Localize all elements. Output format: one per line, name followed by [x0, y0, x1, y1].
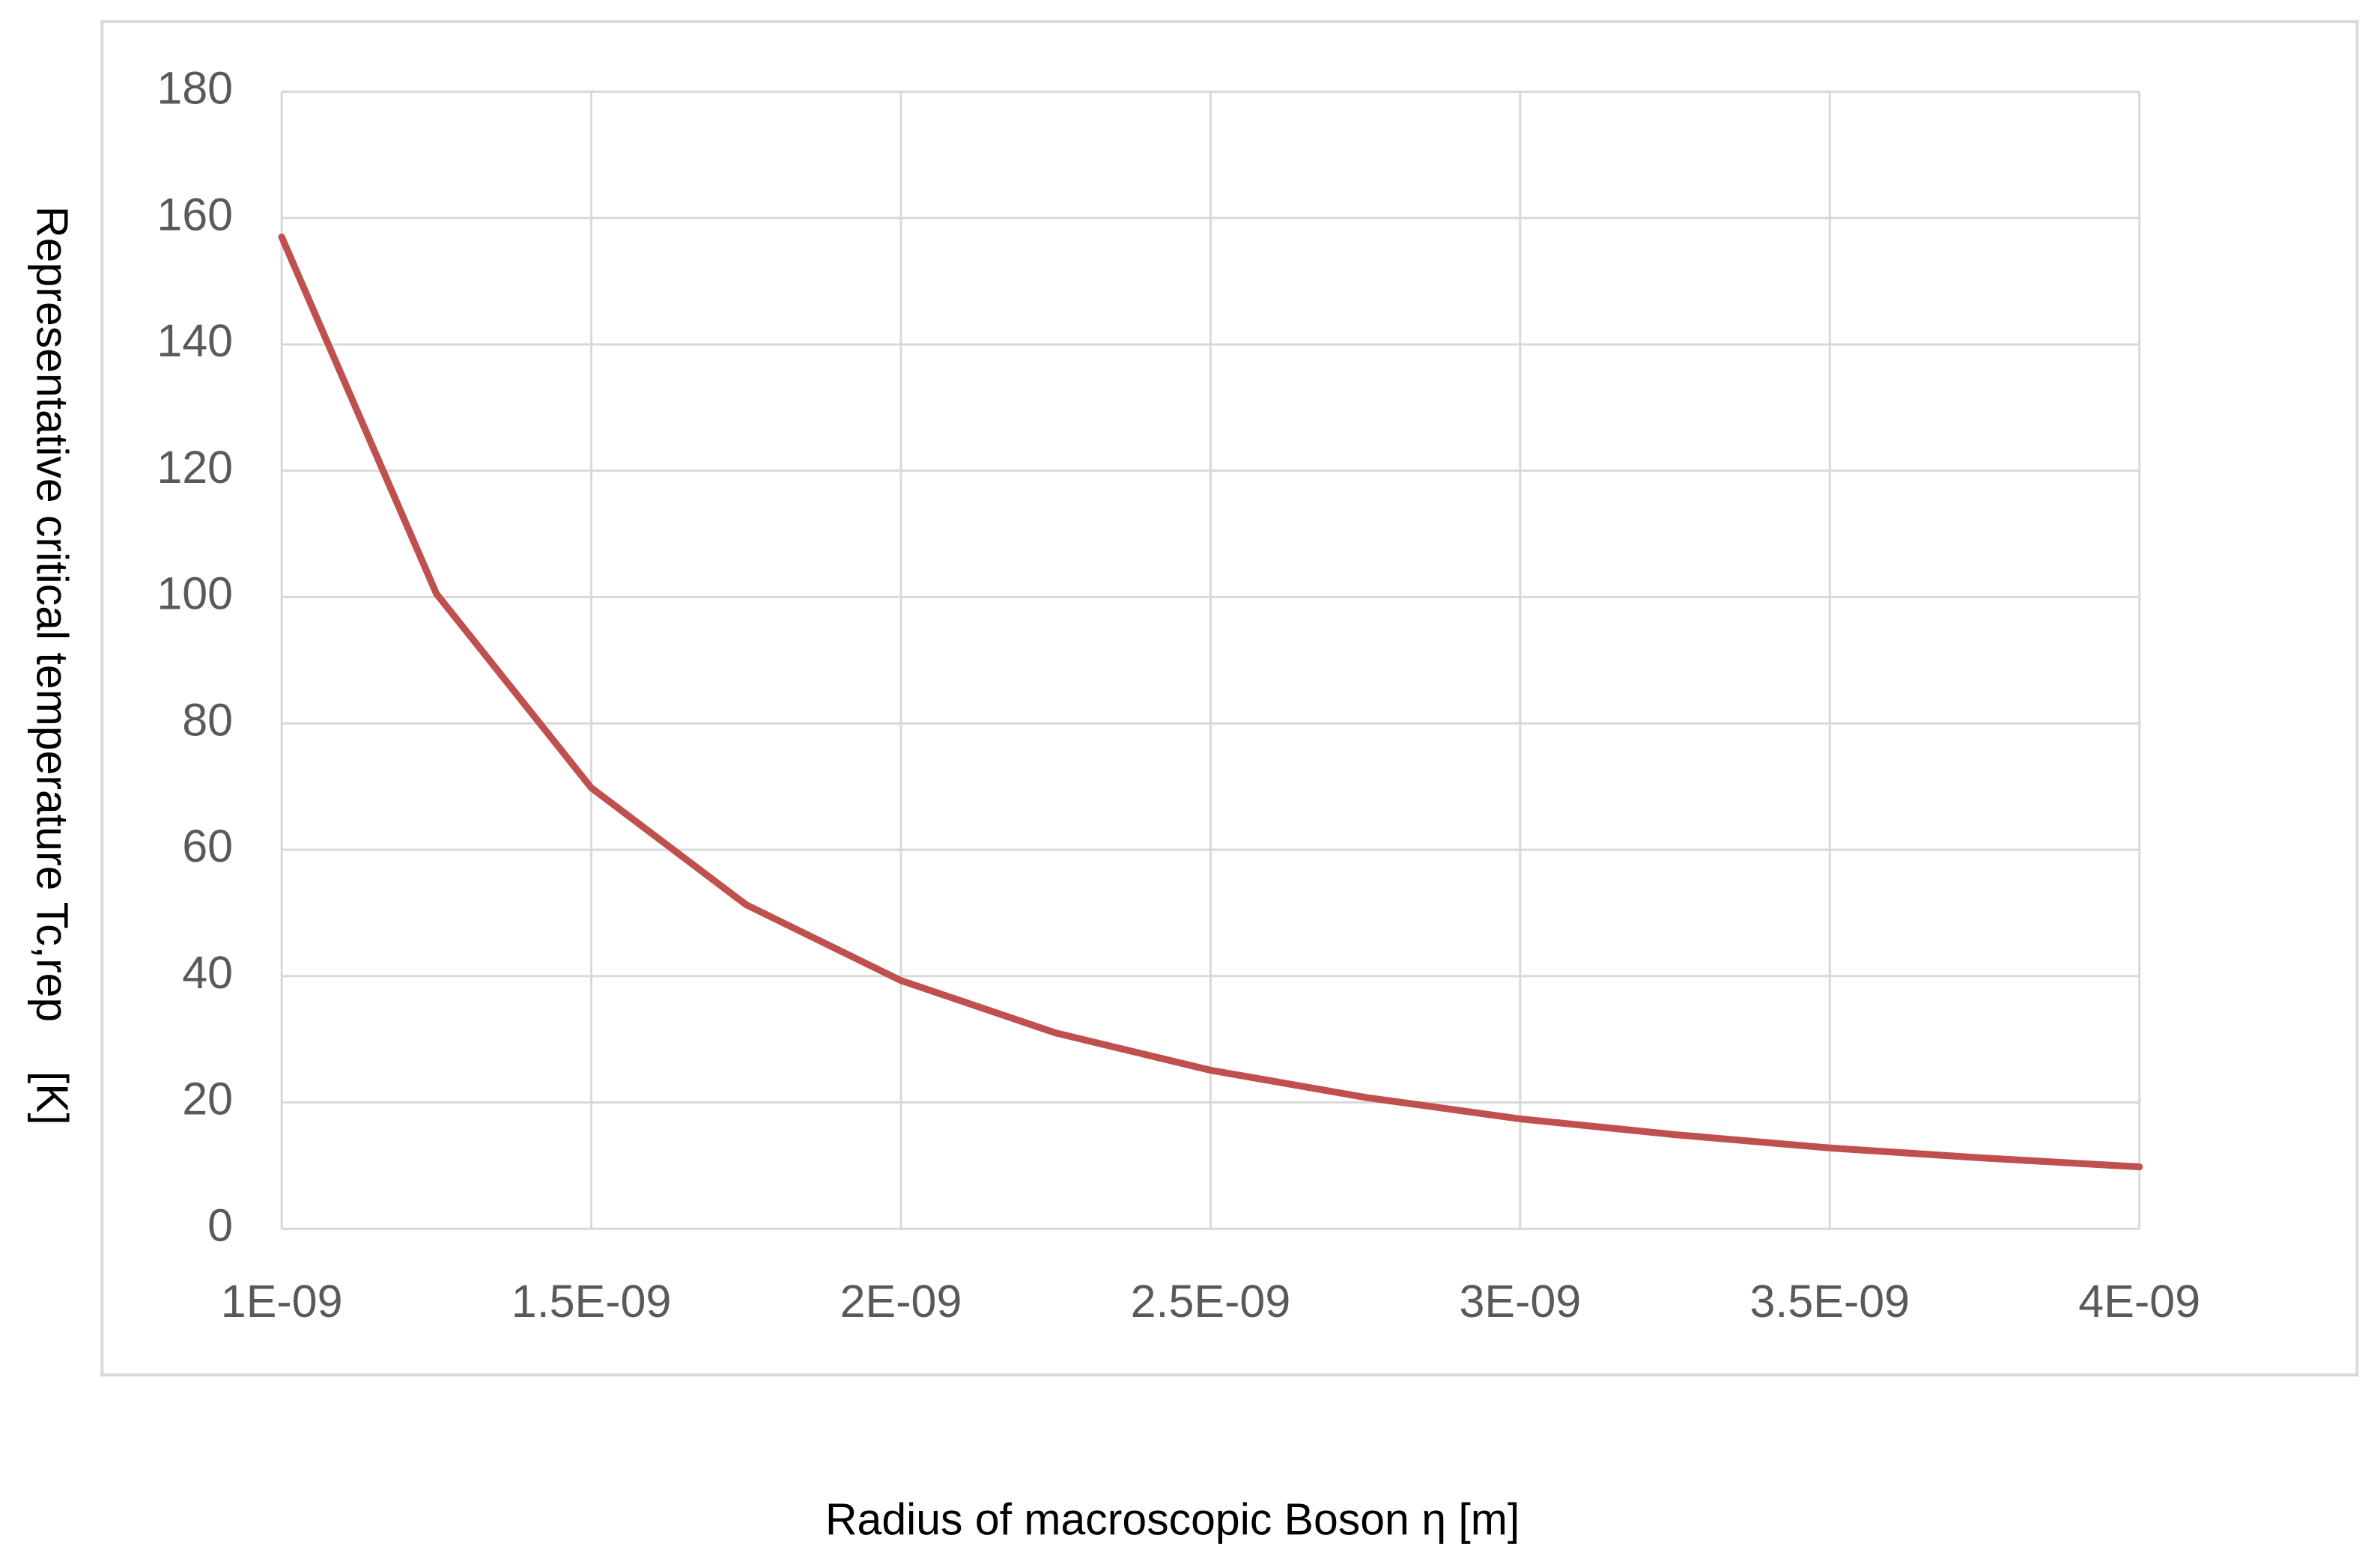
chart-frame — [100, 19, 2359, 1377]
y-tick-label: 60 — [182, 821, 233, 871]
x-tick-label: 2.5E-09 — [1131, 1276, 1291, 1327]
y-tick-label: 0 — [207, 1199, 233, 1250]
x-tick-label: 1.5E-09 — [511, 1276, 672, 1327]
x-tick-label: 2E-09 — [840, 1276, 962, 1327]
x-tick-label: 3.5E-09 — [1750, 1276, 1910, 1327]
y-tick-label: 120 — [157, 442, 233, 493]
y-tick-label: 80 — [182, 694, 233, 745]
x-tick-label: 3E-09 — [1460, 1276, 1582, 1327]
y-tick-label: 20 — [182, 1074, 233, 1125]
x-tick-label: 4E-09 — [2078, 1276, 2200, 1327]
data-line — [278, 233, 2143, 1171]
y-tick-label: 100 — [157, 568, 233, 619]
x-tick-label: 1E-09 — [221, 1276, 343, 1327]
grid: 0 20 40 60 80 100 120 140 160 180 1E-09 1.5E-09 2E-0… — [157, 63, 2200, 1327]
y-tick-label: 40 — [182, 947, 233, 998]
y-tick-label: 180 — [157, 63, 233, 114]
y-tick-label: 160 — [157, 189, 233, 240]
x-axis-title: Radius of macroscopic Boson η [m] — [825, 1495, 1520, 1544]
plot — [278, 233, 2143, 1171]
y-axis-title: Representative critical temperature Tc,r… — [27, 206, 76, 1125]
y-tick-label: 140 — [157, 315, 233, 366]
